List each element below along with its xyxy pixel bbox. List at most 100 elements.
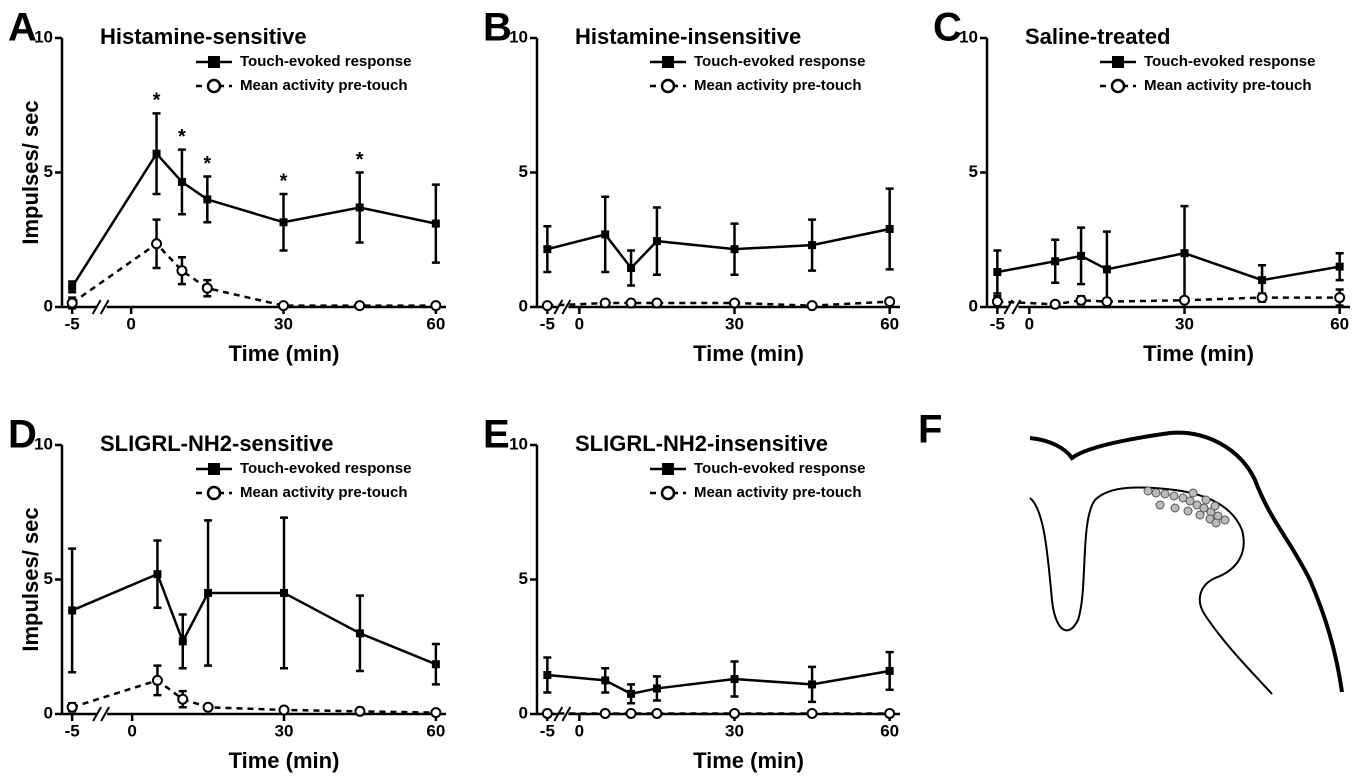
panel: C Saline-treated Time (min) 0 5 10 -5 0 30 60 Touc…: [933, 6, 1350, 366]
series-line: [997, 296, 1340, 306]
y-tick-label: 5: [519, 569, 528, 588]
data-point: [599, 707, 611, 719]
data-point: [279, 218, 288, 227]
panel-letter: B: [483, 6, 512, 50]
panel-f-diagram: F: [918, 408, 1344, 695]
data-point: [1256, 292, 1268, 304]
data-point: [1051, 257, 1060, 266]
chart-title: Saline-treated: [1025, 24, 1171, 49]
chart-title: SLIGRL-NH2-insensitive: [575, 431, 828, 456]
x-tick-label: -5: [65, 721, 80, 740]
data-point: [152, 149, 161, 158]
y-tick-label: 10: [509, 27, 528, 46]
series-line: [547, 669, 890, 696]
significance-marker: *: [153, 90, 161, 112]
data-point: [430, 300, 442, 312]
y-axis-label: Impulses/ sec: [18, 507, 43, 651]
significance-marker: *: [203, 153, 211, 175]
data-point: [1102, 265, 1111, 274]
data-point: [278, 300, 289, 312]
panel: A Histamine-sensitive Impulses/ sec Time (m…: [8, 6, 446, 366]
x-axis-label: Time (min): [693, 341, 804, 366]
legend-marker: [660, 78, 676, 94]
panel-letter: D: [8, 413, 37, 457]
data-point: [884, 707, 896, 719]
data-point: [541, 300, 553, 312]
data-point: [729, 297, 740, 309]
x-axis-label: Time (min): [1143, 341, 1254, 366]
outer-contour: [1029, 430, 1344, 693]
data-point: [806, 707, 818, 719]
data-point: [280, 588, 288, 597]
x-tick-label: 30: [725, 314, 744, 333]
legend-label: Mean activity pre-touch: [240, 484, 408, 501]
y-tick-label: 10: [34, 27, 53, 46]
data-point: [808, 680, 817, 689]
data-point: [885, 224, 894, 233]
axis-break: [92, 706, 110, 722]
series-line: [71, 242, 436, 307]
data-point: [153, 570, 162, 579]
data-point: [177, 177, 186, 186]
series-line: [71, 151, 437, 288]
significance-marker: *: [280, 170, 288, 192]
x-tick-label: 60: [1330, 314, 1349, 333]
chart-title: SLIGRL-NH2-sensitive: [100, 431, 334, 456]
legend-label: Touch-evoked response: [240, 53, 411, 70]
data-point: [543, 245, 552, 254]
legend-marker: [1110, 78, 1126, 94]
data-point: [278, 704, 290, 716]
data-point: [627, 263, 636, 272]
data-point: [991, 296, 1003, 308]
data-point: [1258, 276, 1267, 285]
panel: B Histamine-insensitive Time (min) 0 5 10 -5 0 3…: [483, 6, 900, 366]
data-point: [543, 670, 552, 679]
panel: D SLIGRL-NH2-sensitive Impulses/ sec Time (…: [8, 413, 446, 773]
legend-marker: [206, 78, 222, 94]
y-tick-label: 5: [969, 162, 978, 181]
y-axis-label: Impulses/ sec: [18, 100, 43, 244]
data-point: [355, 629, 364, 638]
legend-label: Touch-evoked response: [240, 460, 411, 477]
data-point: [354, 300, 366, 312]
legend-marker: [206, 485, 222, 501]
data-point: [1334, 292, 1346, 304]
x-tick-label: 0: [127, 721, 136, 740]
x-axis-label: Time (min): [229, 341, 340, 366]
inner-contour: [1029, 486, 1273, 695]
x-tick-label: 0: [1025, 314, 1034, 333]
data-point: [651, 297, 663, 309]
y-tick-label: 0: [969, 296, 978, 315]
legend-marker: [662, 56, 674, 68]
y-tick-label: 5: [519, 162, 528, 181]
legend-label: Mean activity pre-touch: [240, 77, 408, 94]
y-tick-label: 0: [44, 296, 53, 315]
x-tick-label: 60: [880, 721, 899, 740]
series-line: [547, 227, 890, 270]
data-point: [808, 241, 817, 250]
legend-marker: [208, 463, 220, 475]
data-point: [430, 707, 442, 719]
data-point: [1049, 298, 1061, 310]
data-point: [201, 282, 213, 294]
y-tick-label: 10: [34, 434, 53, 453]
chart-title: Histamine-insensitive: [575, 24, 801, 49]
x-tick-label: -5: [540, 721, 555, 740]
data-point: [541, 707, 553, 719]
legend-marker: [662, 463, 674, 475]
data-point: [66, 701, 78, 713]
data-point: [151, 238, 163, 250]
data-point: [625, 707, 637, 719]
x-axis-label: Time (min): [229, 748, 340, 773]
x-tick-label: 0: [575, 314, 584, 333]
data-point: [204, 588, 213, 597]
data-point: [601, 230, 610, 239]
data-point: [178, 637, 187, 646]
y-tick-label: 10: [509, 434, 528, 453]
data-point: [730, 245, 739, 254]
data-point: [431, 660, 440, 669]
data-point: [68, 282, 77, 291]
panel-letter: E: [483, 413, 510, 457]
panel-letter: C: [933, 6, 962, 50]
